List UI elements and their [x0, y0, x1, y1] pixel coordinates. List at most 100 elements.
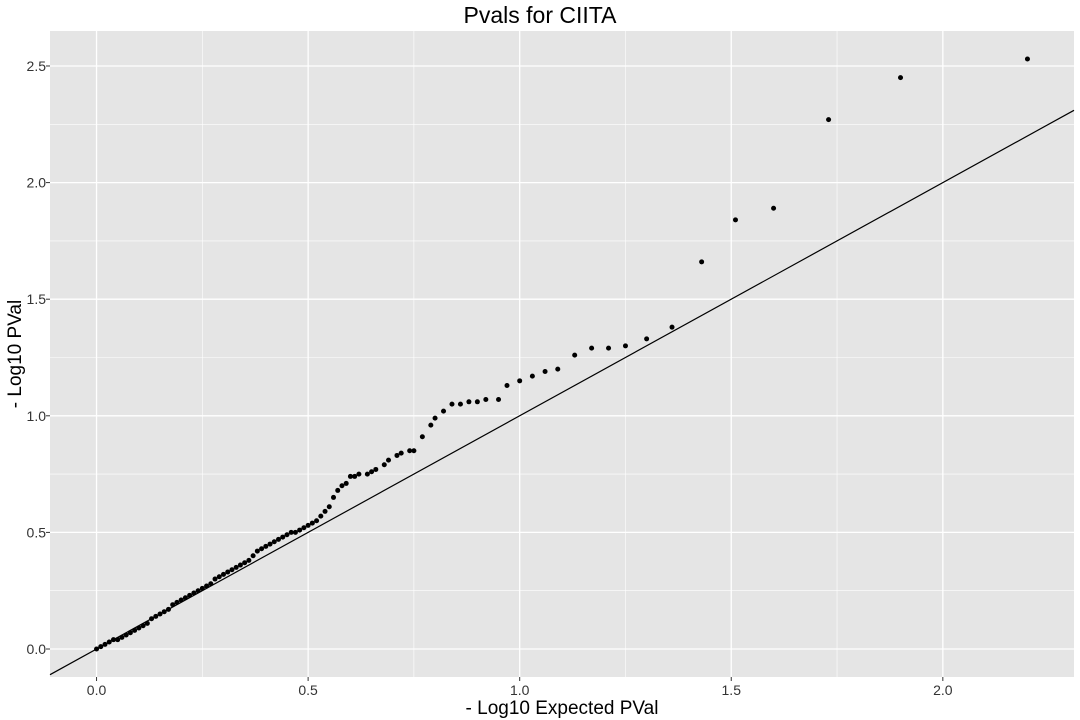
data-point: [250, 553, 256, 559]
data-point: [98, 644, 104, 650]
x-tick-label: 1.0: [510, 682, 530, 698]
reference-line: [49, 109, 1075, 676]
y-tick-label: 2.0: [27, 175, 47, 191]
x-axis-ticks: 0.0 0.5 1.0 1.5 2.0: [87, 677, 953, 698]
data-point: [132, 627, 138, 633]
data-point: [174, 599, 180, 605]
data-point: [208, 581, 214, 587]
data-point: [466, 399, 472, 405]
data-point: [407, 448, 413, 454]
data-point: [644, 336, 650, 342]
data-point: [483, 396, 489, 402]
data-point: [115, 637, 121, 643]
data-point: [529, 373, 535, 379]
data-point: [153, 613, 159, 619]
data-point: [246, 557, 252, 563]
data-point: [496, 396, 502, 402]
data-point: [474, 399, 480, 405]
plot-panel: [50, 31, 1074, 677]
data-point: [386, 457, 392, 463]
data-point: [394, 452, 400, 458]
data-point: [441, 408, 447, 414]
data-point: [229, 567, 235, 573]
data-point: [555, 366, 561, 372]
data-point: [305, 522, 311, 528]
data-point: [826, 117, 832, 123]
data-point: [267, 541, 273, 547]
data-point: [225, 569, 231, 575]
data-point: [187, 592, 193, 598]
data-point: [127, 630, 133, 636]
x-tick-label: 0.0: [87, 682, 107, 698]
data-point: [428, 422, 434, 428]
data-point: [347, 473, 353, 479]
data-point: [432, 415, 438, 421]
data-point: [254, 548, 260, 554]
data-point: [732, 217, 738, 223]
data-point: [102, 641, 108, 647]
data-point: [669, 324, 675, 330]
data-point: [322, 508, 328, 514]
data-point: [301, 525, 307, 531]
data-point: [165, 606, 171, 612]
data-point: [191, 590, 197, 596]
data-point: [449, 401, 455, 407]
data-point: [199, 585, 205, 591]
data-point: [237, 562, 243, 568]
data-point: [771, 205, 777, 211]
data-point: [699, 259, 705, 265]
data-point: [339, 483, 345, 489]
data-point: [517, 378, 523, 384]
data-point: [1024, 56, 1030, 62]
data-point: [326, 504, 332, 510]
data-points: [94, 56, 1030, 652]
data-point: [292, 529, 298, 535]
x-axis-title: - Log10 Expected PVal: [466, 698, 659, 719]
data-point: [589, 345, 595, 351]
data-point: [898, 75, 904, 81]
data-point: [622, 343, 628, 349]
reference-line-group: [49, 109, 1075, 676]
data-point: [275, 536, 281, 542]
data-point: [373, 466, 379, 472]
data-point: [318, 513, 324, 519]
data-point: [572, 352, 578, 358]
data-point: [381, 462, 387, 468]
data-point: [280, 534, 286, 540]
data-point: [149, 616, 155, 622]
y-axis-ticks: 0.0 0.5 1.0 1.5 2.0 2.5: [27, 58, 50, 657]
x-tick-label: 0.5: [298, 682, 318, 698]
y-tick-label: 0.5: [27, 524, 47, 540]
data-point: [195, 588, 201, 594]
data-point: [297, 527, 303, 533]
data-point: [369, 469, 375, 475]
y-axis-title: - Log10 PVal: [5, 300, 26, 408]
data-point: [136, 625, 142, 631]
data-point: [119, 634, 125, 640]
data-point: [259, 546, 265, 552]
data-point: [216, 574, 222, 580]
data-point: [457, 401, 463, 407]
data-point: [94, 646, 100, 652]
data-point: [356, 471, 362, 477]
data-point: [204, 583, 210, 589]
data-point: [182, 595, 188, 601]
y-tick-label: 1.0: [27, 408, 47, 424]
grid-lines: [50, 31, 1074, 677]
y-tick-label: 0.0: [27, 641, 47, 657]
data-point: [606, 345, 612, 351]
data-point: [314, 518, 320, 524]
data-point: [411, 448, 417, 454]
data-point: [343, 480, 349, 486]
data-point: [242, 560, 248, 566]
data-point: [263, 543, 269, 549]
y-tick-label: 2.5: [27, 58, 47, 74]
data-point: [178, 597, 184, 603]
data-point: [504, 382, 510, 388]
data-point: [140, 623, 146, 629]
data-point: [233, 564, 239, 570]
data-point: [364, 471, 370, 477]
data-point: [288, 529, 294, 535]
data-point: [309, 520, 315, 526]
data-point: [419, 434, 425, 440]
